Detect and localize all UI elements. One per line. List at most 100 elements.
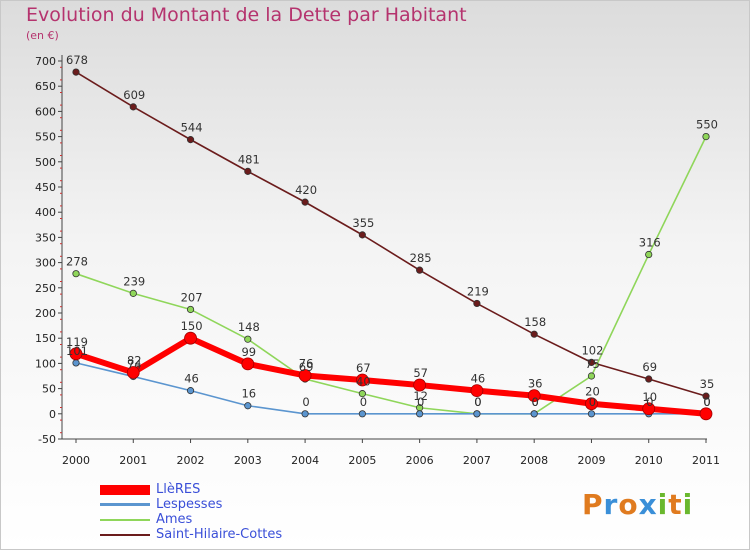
x-tick-label: 2008 bbox=[520, 454, 548, 467]
data-label: 609 bbox=[123, 88, 145, 102]
data-label: 10 bbox=[642, 390, 657, 404]
y-tick-label: 200 bbox=[35, 307, 56, 320]
data-label: 239 bbox=[123, 274, 145, 288]
data-label: 316 bbox=[639, 236, 661, 250]
data-label: 20 bbox=[585, 385, 600, 399]
x-tick-label: 2007 bbox=[463, 454, 491, 467]
x-tick-label: 2003 bbox=[234, 454, 262, 467]
data-point bbox=[241, 357, 255, 371]
x-tick-label: 2001 bbox=[119, 454, 147, 467]
data-label: 0 bbox=[474, 395, 481, 409]
data-label: 75 bbox=[585, 357, 600, 371]
x-tick-label: 2004 bbox=[291, 454, 319, 467]
y-tick-label: 400 bbox=[35, 206, 56, 219]
data-label: 0 bbox=[703, 395, 710, 409]
y-tick-label: 600 bbox=[35, 105, 56, 118]
y-tick-label: 300 bbox=[35, 257, 56, 270]
series-line-3 bbox=[75, 71, 707, 397]
data-label: 0 bbox=[646, 395, 653, 409]
data-point bbox=[587, 410, 596, 418]
x-tick-label: 2009 bbox=[577, 454, 605, 467]
data-point bbox=[358, 231, 366, 239]
logo-letter: t bbox=[668, 488, 683, 521]
data-label: 148 bbox=[238, 320, 260, 334]
data-label: 99 bbox=[241, 345, 256, 359]
data-point bbox=[473, 299, 481, 308]
data-point bbox=[702, 133, 710, 141]
data-point bbox=[587, 358, 596, 366]
data-point bbox=[72, 359, 80, 367]
y-tick-label: 350 bbox=[35, 231, 56, 244]
x-tick-label: 2000 bbox=[62, 454, 90, 467]
data-point bbox=[72, 68, 80, 76]
data-label: 40 bbox=[356, 375, 371, 389]
data-label: 0 bbox=[302, 395, 309, 409]
data-point bbox=[585, 397, 598, 411]
data-point bbox=[244, 402, 252, 410]
data-label: 0 bbox=[417, 395, 424, 409]
data-label: 36 bbox=[528, 377, 543, 391]
proxiti-logo: Proxiti bbox=[582, 488, 693, 521]
data-label: 150 bbox=[181, 319, 203, 333]
data-label: 355 bbox=[352, 216, 374, 230]
data-point bbox=[301, 410, 309, 418]
data-label: 158 bbox=[524, 315, 546, 329]
x-tick-label: 2010 bbox=[635, 454, 663, 467]
y-tick-label: -50 bbox=[38, 433, 56, 446]
data-label: 207 bbox=[181, 290, 203, 304]
data-label: 102 bbox=[581, 343, 603, 357]
data-label: 35 bbox=[700, 377, 715, 391]
chart-legend: LlèRES Lespesses Ames Saint-Hilaire-Cottes bbox=[100, 482, 282, 542]
logo-letter: o bbox=[618, 488, 639, 521]
data-label: 544 bbox=[181, 121, 203, 135]
legend-item: Saint-Hilaire-Cottes bbox=[100, 527, 282, 542]
y-tick-label: 50 bbox=[42, 383, 56, 396]
data-point bbox=[186, 387, 195, 395]
chart-title: Evolution du Montant de la Dette par Hab… bbox=[26, 4, 467, 26]
data-label: 285 bbox=[410, 251, 432, 265]
data-label: 76 bbox=[299, 356, 314, 370]
logo-letter: i bbox=[682, 488, 694, 521]
data-label: 16 bbox=[241, 387, 256, 401]
y-tick-label: 650 bbox=[35, 80, 56, 93]
x-tick-label: 2006 bbox=[406, 454, 434, 467]
data-label: 0 bbox=[532, 395, 539, 409]
legend-item: Ames bbox=[100, 512, 282, 527]
data-point bbox=[129, 289, 137, 297]
y-tick-label: 0 bbox=[49, 408, 56, 421]
x-tick-label: 2005 bbox=[348, 454, 376, 467]
logo-letter: r bbox=[603, 488, 619, 521]
data-label: 101 bbox=[66, 344, 88, 358]
y-tick-label: 150 bbox=[35, 332, 56, 345]
logo-letter: P bbox=[582, 488, 604, 521]
data-label: 481 bbox=[238, 152, 260, 166]
data-point bbox=[358, 410, 366, 418]
data-label: 0 bbox=[532, 395, 539, 409]
data-label: 69 bbox=[299, 360, 314, 374]
data-label: 46 bbox=[471, 372, 486, 386]
data-point bbox=[355, 373, 369, 387]
legend-label: LlèRES bbox=[156, 482, 201, 497]
data-point bbox=[527, 389, 541, 403]
data-point bbox=[470, 384, 484, 398]
x-tick-label: 2002 bbox=[177, 454, 205, 467]
data-point bbox=[244, 335, 252, 343]
series-line-1 bbox=[75, 362, 706, 415]
legend-label: Ames bbox=[156, 512, 193, 527]
data-point bbox=[699, 407, 713, 421]
legend-item: Lespesses bbox=[100, 497, 282, 512]
y-tick-label: 450 bbox=[35, 181, 56, 194]
data-point bbox=[244, 167, 252, 175]
y-tick-label: 500 bbox=[35, 156, 56, 169]
legend-label: Saint-Hilaire-Cottes bbox=[156, 527, 283, 542]
data-point bbox=[72, 270, 80, 278]
data-point bbox=[69, 347, 83, 361]
data-label: 420 bbox=[295, 183, 317, 197]
data-point bbox=[587, 372, 596, 380]
data-label: 46 bbox=[184, 372, 199, 386]
data-label: 0 bbox=[474, 395, 481, 409]
data-label: 119 bbox=[66, 335, 88, 349]
data-label: 0 bbox=[360, 395, 367, 409]
y-tick-label: 550 bbox=[35, 131, 56, 144]
y-tick-label: 100 bbox=[35, 357, 56, 370]
